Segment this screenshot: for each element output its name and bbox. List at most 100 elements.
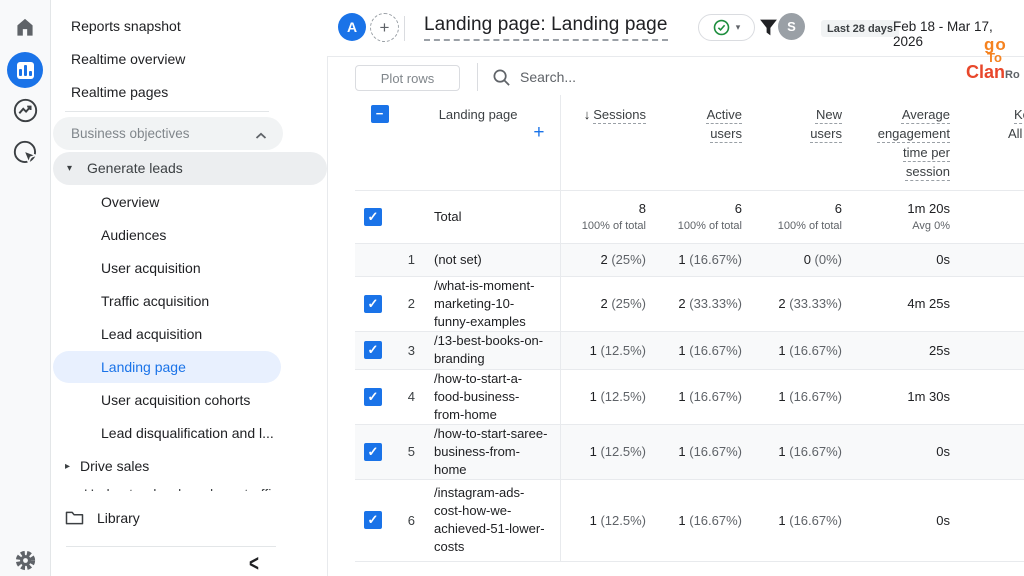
advertising-icon[interactable] — [12, 139, 39, 171]
active-pct: (16.67%) — [689, 389, 742, 404]
total-active-users: 6 — [734, 201, 742, 216]
sessions-value: 2 — [600, 252, 608, 267]
sidebar-item-audiences[interactable]: Audiences — [101, 219, 166, 251]
column-header-key-events[interactable]: Key events All events — [958, 95, 1024, 190]
active-pct: (16.67%) — [689, 342, 742, 358]
sidebar-item-overview[interactable]: Overview — [101, 186, 159, 218]
row-checkbox[interactable]: ✓ — [364, 511, 382, 529]
column-header-new-users[interactable]: New users — [751, 95, 848, 190]
settings-gear-icon[interactable] — [13, 548, 38, 576]
total-sessions-sub: 100% of total — [581, 220, 646, 232]
new-users-pct: (33.33%) — [789, 296, 842, 311]
date-range[interactable]: Feb 18 - Mar 17, 2026 — [893, 19, 993, 49]
sidebar-item-lead-acquisition[interactable]: Lead acquisition — [101, 318, 202, 350]
landing-page-cell: /what-is-moment-marketing-10-funny-examp… — [427, 275, 560, 331]
logo-text: go — [984, 35, 1007, 54]
sidebar-item-reports-snapshot[interactable]: Reports snapshot — [71, 10, 181, 42]
column-label: New users — [810, 107, 842, 141]
sidebar-item-label: Audiences — [101, 227, 167, 243]
report-header: A + Landing page: Landing page ▾ S — [327, 0, 1024, 57]
plot-rows-button[interactable]: Plot rows — [355, 65, 460, 91]
date-preset-chip[interactable]: Last 28 days — [821, 20, 900, 37]
landing-page-cell: (not set) — [427, 242, 560, 276]
content-divider — [327, 57, 328, 576]
sidebar-item-lead-disqualification[interactable]: Lead disqualification and l... — [101, 417, 274, 449]
new-users-value: 1 — [778, 389, 786, 404]
sidebar-item-label: Reports snapshot — [71, 18, 181, 34]
add-comparison-button[interactable]: + — [370, 13, 399, 42]
avg-time-value: 4m 25s — [907, 296, 950, 311]
avg-time-value: 1m 30s — [907, 389, 950, 404]
active-value: 1 — [678, 444, 686, 459]
sort-desc-icon: ↓ — [583, 107, 591, 122]
filter-funnel-icon[interactable] — [758, 17, 779, 43]
table-search[interactable] — [492, 63, 792, 91]
sessions-value: 1 — [589, 342, 597, 358]
sidebar-item-realtime-overview[interactable]: Realtime overview — [71, 43, 185, 75]
sessions-value: 1 — [589, 389, 597, 404]
total-label: Total — [427, 189, 560, 243]
column-label: Active users — [706, 107, 742, 141]
sidebar-item-label: Landing page — [101, 359, 186, 375]
total-avg-time: 1m 20s — [907, 201, 950, 216]
row-number: 2 — [395, 275, 427, 331]
share-avatar[interactable]: S — [778, 13, 805, 40]
sidebar-collection-drive-sales[interactable]: ▸ Drive sales — [65, 450, 149, 482]
row-number: 6 — [395, 478, 427, 562]
report-title[interactable]: Landing page: Landing page — [424, 14, 668, 41]
collapse-sidebar-icon[interactable]: < — [249, 550, 259, 576]
row-checkbox[interactable]: ✓ — [364, 341, 382, 359]
total-checkbox[interactable]: ✓ — [364, 207, 382, 226]
sessions-pct: (25%) — [611, 296, 646, 311]
table-row: 1 (not set) 2 (25%) 1 (16.67%) 0 (0%) 0s — [355, 242, 1024, 276]
data-quality-badge[interactable]: ▾ — [698, 14, 755, 41]
column-label: Sessions — [593, 107, 646, 122]
table-header-row: − Landing page + ↓ Sessions Active users … — [355, 95, 1024, 190]
sidebar-item-user-acquisition[interactable]: User acquisition — [101, 252, 201, 284]
home-icon[interactable] — [12, 14, 38, 45]
sessions-value: 1 — [589, 444, 597, 459]
chevron-up-icon[interactable] — [255, 127, 267, 145]
sidebar-item-user-acquisition-cohorts[interactable]: User acquisition cohorts — [101, 384, 250, 416]
row-checkbox[interactable]: ✓ — [364, 387, 382, 406]
total-sessions: 8 — [638, 201, 646, 216]
column-header-landing-page[interactable]: Landing page + — [427, 95, 560, 190]
new-users-value: 1 — [778, 512, 786, 528]
active-pct: (16.67%) — [689, 252, 742, 267]
new-users-pct: (16.67%) — [789, 389, 842, 404]
total-active-sub: 100% of total — [677, 220, 742, 232]
sidebar-item-realtime-pages[interactable]: Realtime pages — [71, 76, 168, 108]
search-input[interactable] — [520, 69, 760, 85]
sidebar-item-label: Library — [97, 510, 140, 526]
active-pct: (16.67%) — [689, 512, 742, 528]
sidebar-item-traffic-acquisition[interactable]: Traffic acquisition — [101, 285, 209, 317]
reports-icon[interactable] — [7, 52, 43, 88]
column-header-active-users[interactable]: Active users — [655, 95, 751, 190]
column-header-sessions[interactable]: ↓ Sessions — [559, 95, 655, 190]
new-users-pct: (16.67%) — [789, 512, 842, 528]
sidebar-item-label: Realtime pages — [71, 84, 169, 100]
account-avatar[interactable]: A — [338, 13, 366, 41]
select-all-checkbox[interactable]: − — [370, 105, 389, 123]
explore-icon[interactable] — [12, 97, 39, 129]
sidebar-item-library[interactable]: Library — [65, 502, 140, 534]
sidebar-item-clipped[interactable]: Understand web and app traffic — [84, 483, 304, 491]
sidebar-item-landing-page-selected[interactable]: Landing page — [53, 351, 281, 383]
report-nav-sidebar: Reports snapshot Realtime overview Realt… — [51, 0, 327, 576]
row-checkbox[interactable]: ✓ — [364, 442, 382, 461]
sidebar-section-business-objectives[interactable]: Business objectives — [53, 117, 283, 150]
header-divider — [404, 16, 405, 41]
sidebar-item-label: Lead disqualification and l... — [101, 425, 274, 441]
avg-time-value: 25s — [929, 342, 950, 358]
sidebar-item-label: User acquisition cohorts — [101, 392, 251, 408]
column-header-avg-engagement[interactable]: Average engagement time per session — [848, 95, 958, 190]
new-users-value: 1 — [778, 342, 786, 358]
row-checkbox[interactable]: ✓ — [364, 294, 382, 313]
column-label: Key events — [1014, 107, 1024, 122]
sidebar-item-label: User acquisition — [101, 260, 201, 276]
toolbar-divider — [477, 63, 478, 91]
sidebar-collection-generate-leads[interactable]: ▾ Generate leads — [53, 152, 327, 185]
add-dimension-icon[interactable]: + — [533, 122, 545, 143]
total-new-sub: 100% of total — [777, 220, 842, 232]
sidebar-divider — [66, 546, 276, 547]
